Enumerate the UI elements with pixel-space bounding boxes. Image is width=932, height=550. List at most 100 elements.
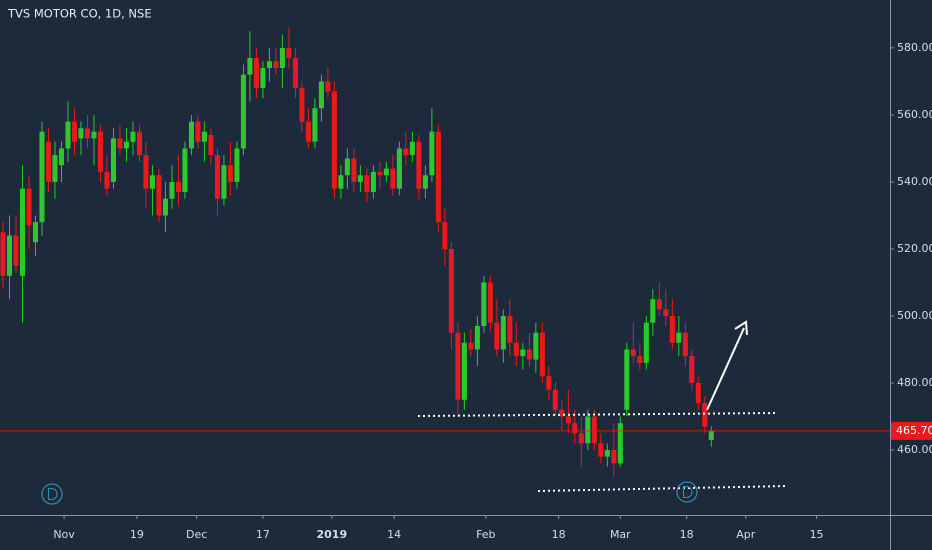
y-tick-label: 560.00 <box>897 108 932 121</box>
candle-body <box>266 61 272 69</box>
y-tick-label: 460.00 <box>897 443 932 456</box>
x-tick-label: 17 <box>256 528 270 541</box>
candle-body <box>585 416 591 444</box>
candle-body <box>390 168 396 189</box>
candle-body <box>149 175 155 189</box>
x-tick-label: Feb <box>476 528 495 541</box>
candle-body <box>422 175 428 189</box>
candle-body <box>156 175 162 216</box>
candle-body <box>396 148 402 189</box>
candle-body <box>357 175 363 182</box>
candle-body <box>429 131 435 176</box>
candle-body <box>461 342 467 400</box>
candle-body <box>364 175 370 192</box>
candle-body <box>97 131 103 172</box>
candle-body <box>565 416 571 424</box>
candle-body <box>676 332 682 343</box>
x-tick-label: Apr <box>736 528 756 541</box>
x-tick-label: Nov <box>53 528 75 541</box>
candle-body <box>253 57 259 89</box>
candle-body <box>26 188 32 226</box>
marker-icon <box>682 485 693 499</box>
candle-body <box>208 135 214 156</box>
candle-body <box>188 121 194 149</box>
candle-body <box>331 91 337 189</box>
annotations <box>41 320 789 505</box>
candle-body <box>162 198 168 216</box>
candle-body <box>312 108 318 142</box>
candle-body <box>442 222 448 249</box>
candle-body <box>136 131 142 156</box>
candle-body <box>682 332 688 357</box>
candle-body <box>351 158 357 182</box>
dividend-marker[interactable] <box>676 481 698 503</box>
support-line <box>537 485 789 492</box>
candle-body <box>474 326 480 350</box>
x-tick-label: Dec <box>186 528 207 541</box>
candle-body <box>578 433 584 444</box>
candle-body <box>273 61 279 69</box>
marker-circle <box>676 481 698 503</box>
candle-body <box>240 74 246 149</box>
candle-body <box>71 121 78 142</box>
candle-body <box>6 235 13 276</box>
candle-body <box>104 171 110 189</box>
candle-body <box>305 121 311 142</box>
candle-body <box>13 235 19 266</box>
candle-body <box>448 248 454 333</box>
candle-body <box>526 349 532 360</box>
candle-body <box>708 430 714 440</box>
candle-body <box>344 158 350 176</box>
candle-body <box>487 282 493 323</box>
candle-body <box>91 131 97 139</box>
candle-body <box>52 155 58 182</box>
candle-body <box>32 222 39 243</box>
candle-body <box>110 138 116 182</box>
candle-body <box>201 131 207 142</box>
candle-body <box>435 131 441 223</box>
candle-body <box>123 141 129 149</box>
candle-body <box>182 148 188 192</box>
candle-body <box>227 165 233 182</box>
dividend-marker[interactable] <box>41 483 63 505</box>
marker-icon <box>47 487 58 501</box>
x-tick-label: 18 <box>680 528 694 541</box>
plot-area <box>0 27 714 477</box>
candle-body <box>572 423 578 434</box>
candle-body <box>689 356 695 383</box>
candle-body <box>0 232 6 276</box>
marker-circle <box>41 483 63 505</box>
candle-body <box>130 131 136 142</box>
candle-body <box>195 121 201 142</box>
candle-body <box>143 155 149 189</box>
candle-body <box>84 128 91 139</box>
candle-body <box>78 128 84 139</box>
candle-body <box>604 449 610 457</box>
x-tick-label: Mar <box>610 528 631 541</box>
candle-body <box>409 141 415 156</box>
candle-body <box>494 322 500 350</box>
candle-body <box>221 165 227 199</box>
candle-body <box>39 131 45 223</box>
candle-body <box>559 409 565 417</box>
y-tick-label: 580.00 <box>897 41 932 54</box>
candle-body <box>513 342 519 357</box>
x-tick-label: 15 <box>810 528 824 541</box>
y-tick-label: 520.00 <box>897 242 932 255</box>
y-tick-label: 500.00 <box>897 309 932 322</box>
candle-body <box>377 171 383 176</box>
candle-body <box>403 148 409 156</box>
candle-body <box>370 171 376 192</box>
candle-body <box>630 349 636 357</box>
candle-body <box>247 57 253 75</box>
candle-body <box>695 382 701 404</box>
x-tick-label: 19 <box>130 528 144 541</box>
candle-body <box>637 356 643 363</box>
y-tick-label: 540.00 <box>897 175 932 188</box>
candle-body <box>19 188 26 276</box>
candle-body <box>45 141 52 182</box>
candle-body <box>624 349 630 410</box>
candle-body <box>539 332 545 377</box>
